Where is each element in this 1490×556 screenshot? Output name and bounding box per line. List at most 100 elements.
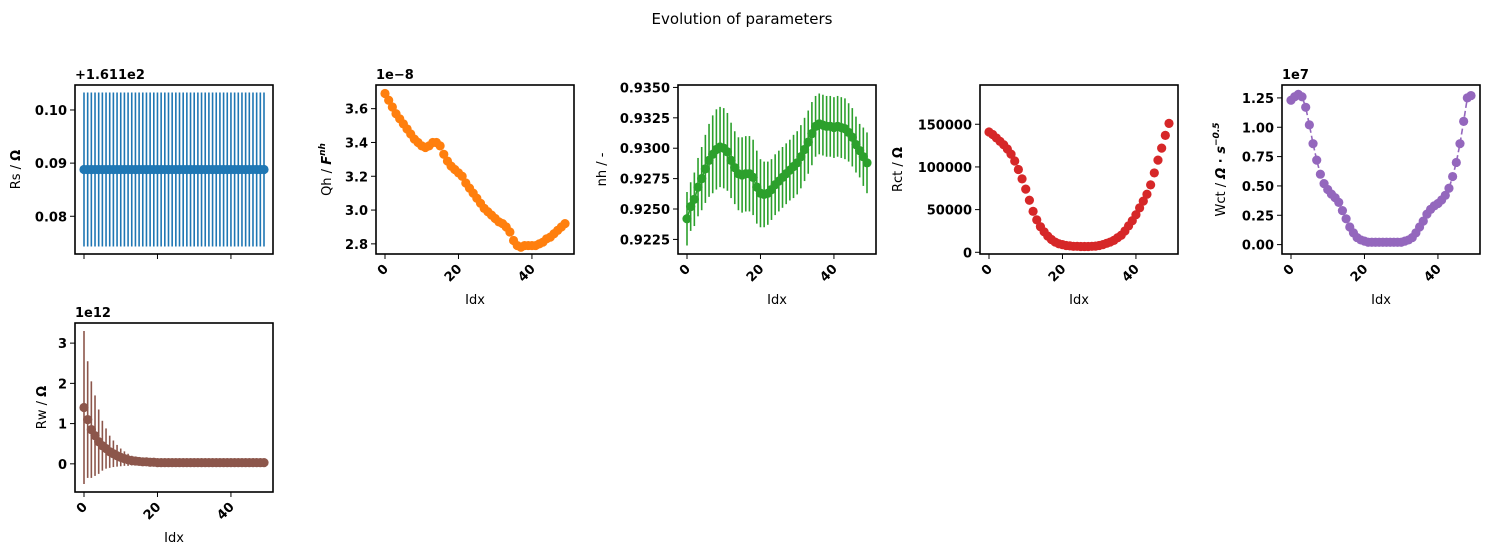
- x-tick-label: 0: [74, 500, 91, 517]
- x-tick-label: 40: [515, 262, 538, 285]
- y-tick-label: 2: [58, 377, 67, 392]
- y-tick-label: 0.09: [35, 157, 67, 172]
- y-axis-label-text: Qh /: [320, 165, 335, 196]
- data-point: [682, 214, 692, 224]
- axis-offset-text: 1e12: [75, 306, 111, 321]
- data-point: [700, 164, 710, 174]
- y-axis-label: nh / -: [595, 152, 610, 186]
- data-point: [693, 182, 703, 192]
- data-point: [1017, 174, 1027, 184]
- y-tick-label: 0.9350: [620, 81, 670, 96]
- y-tick-label: 3.2: [345, 170, 368, 185]
- data-point: [1164, 118, 1174, 129]
- data-point: [1315, 169, 1325, 179]
- data-point: [1013, 164, 1023, 175]
- data-point: [1149, 168, 1159, 178]
- y-tick-label: 0.9300: [620, 142, 670, 157]
- axes-frame: [979, 84, 1179, 255]
- axes-frame: [74, 322, 274, 493]
- data-point: [1028, 206, 1038, 216]
- data-point: [1297, 92, 1307, 102]
- data-point: [1024, 195, 1035, 205]
- subplot-rs: 0.08 0.09 0.10 +1.611e2 Rs / Ω: [9, 68, 274, 259]
- y-axis-label-unit: F: [320, 156, 335, 165]
- data-point: [1418, 216, 1428, 226]
- axes-frame: [677, 84, 877, 255]
- data-point: [1337, 205, 1348, 216]
- x-axis-label: Idx: [1069, 293, 1089, 308]
- data-point: [1459, 116, 1469, 126]
- data-point: [384, 95, 394, 105]
- x-tick-label: 20: [141, 500, 164, 523]
- y-tick-label: 3.4: [345, 136, 368, 151]
- y-tick-label: 0.9225: [620, 233, 670, 248]
- data-point: [1455, 139, 1465, 149]
- y-tick-label: 0.9275: [620, 173, 670, 188]
- y-axis-label-exponent: nh: [318, 143, 328, 156]
- data-point: [807, 129, 817, 139]
- data-point: [1135, 203, 1145, 213]
- data-point: [726, 155, 736, 165]
- y-tick-label: 0.9325: [620, 112, 670, 127]
- subplot-wct: 0 20 40 0.00 0.25 0.50 0.75 1.00 1.25 1e7 Idx Wct /…: [1212, 68, 1481, 308]
- data-point: [803, 137, 813, 147]
- x-tick-label: 20: [744, 262, 767, 285]
- y-tick-label: 2.8: [345, 238, 368, 253]
- y-tick-label: 150000: [918, 118, 972, 133]
- y-tick-label: 0.08: [35, 210, 67, 225]
- data-point: [435, 141, 445, 151]
- data-point: [1444, 183, 1454, 193]
- data-point: [686, 201, 696, 212]
- data-point: [847, 132, 857, 142]
- y-tick-label: 0.00: [1242, 239, 1274, 254]
- y-axis-label-exponent: −0.5: [1212, 122, 1222, 145]
- y-axis-label-text: nh / -: [595, 152, 610, 186]
- series-line: [1290, 93, 1472, 244]
- data-point: [1138, 196, 1148, 206]
- x-axis-label: Idx: [465, 293, 485, 308]
- axes-frame: [375, 84, 575, 255]
- x-axis-label: Idx: [1371, 293, 1391, 308]
- x-axis-label: Idx: [767, 293, 787, 308]
- data-point: [457, 171, 467, 181]
- x-tick-label: 0: [1281, 262, 1298, 279]
- y-tick-label: 50000: [927, 204, 972, 219]
- y-axis-label-text: Rw /: [35, 397, 50, 429]
- data-point: [1032, 215, 1042, 225]
- x-tick-label: 40: [214, 500, 237, 523]
- data-point: [387, 102, 397, 112]
- subplot-qh: 0 20 40 2.8 3.0 3.2 3.4 3.6 1e−8 Idx Qh / Fnh: [318, 68, 575, 308]
- y-axis-label-unit: Ω: [9, 150, 24, 161]
- y-tick-label: 1: [58, 418, 67, 433]
- data-point: [1301, 102, 1311, 112]
- data-point: [380, 88, 390, 99]
- x-tick-label: 0: [677, 262, 694, 279]
- data-point: [1466, 90, 1476, 101]
- y-tick-label: 3.6: [345, 103, 368, 118]
- data-point: [697, 174, 707, 184]
- data-point: [796, 152, 806, 162]
- data-point: [1451, 157, 1461, 168]
- y-axis-label-text: Wct /: [1214, 179, 1229, 217]
- y-axis-label: Qh / Fnh: [318, 143, 335, 196]
- data-point: [259, 458, 269, 468]
- x-tick-label: 20: [1348, 262, 1371, 285]
- axes-frame: [1281, 84, 1481, 255]
- x-axis-label: Idx: [164, 531, 184, 546]
- y-tick-label: 0: [58, 458, 67, 473]
- subplot-nh: 0 20 40 0.9225 0.9250 0.9275 0.9300 0.9325 0.935…: [595, 81, 877, 308]
- data-point: [439, 149, 449, 159]
- y-axis-label-unit: Ω: [891, 147, 906, 158]
- x-tick-label: 40: [817, 262, 840, 285]
- y-tick-label: 0.25: [1242, 209, 1274, 224]
- data-point: [1010, 156, 1020, 166]
- y-axis-label: Wct / Ω ⋅ s−0.5: [1212, 122, 1229, 216]
- data-point: [722, 147, 733, 157]
- axis-offset-text: 1e7: [1282, 68, 1309, 83]
- axes-frame: [74, 84, 274, 255]
- y-tick-label: 3.0: [345, 204, 368, 219]
- data-point: [79, 402, 89, 413]
- y-axis-label: Rct / Ω: [891, 147, 906, 192]
- data-point: [1440, 190, 1450, 200]
